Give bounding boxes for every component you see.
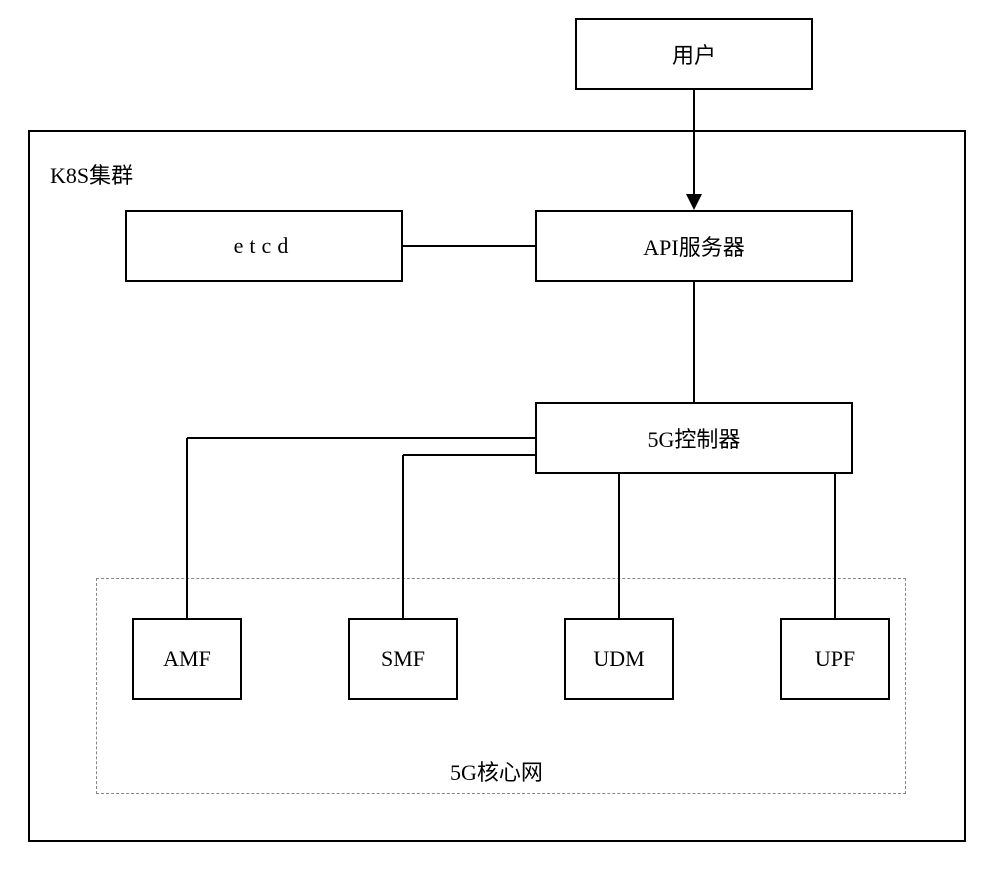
- amf-label: AMF: [163, 646, 211, 672]
- user-node: 用户: [575, 18, 813, 90]
- smf-label: SMF: [381, 646, 425, 672]
- controller-label: 5G控制器: [648, 422, 741, 454]
- smf-node: SMF: [348, 618, 458, 700]
- udm-node: UDM: [564, 618, 674, 700]
- controller-node: 5G控制器: [535, 402, 853, 474]
- upf-node: UPF: [780, 618, 890, 700]
- udm-label: UDM: [593, 646, 644, 672]
- user-label: 用户: [672, 38, 716, 70]
- api-server-label: API服务器: [643, 230, 744, 262]
- amf-node: AMF: [132, 618, 242, 700]
- etcd-node: etcd: [125, 210, 403, 282]
- api-server-node: API服务器: [535, 210, 853, 282]
- core-net-label: 5G核心网: [450, 755, 543, 787]
- etcd-label: etcd: [234, 233, 295, 259]
- upf-label: UPF: [815, 646, 855, 672]
- k8s-cluster-label: K8S集群: [50, 158, 133, 190]
